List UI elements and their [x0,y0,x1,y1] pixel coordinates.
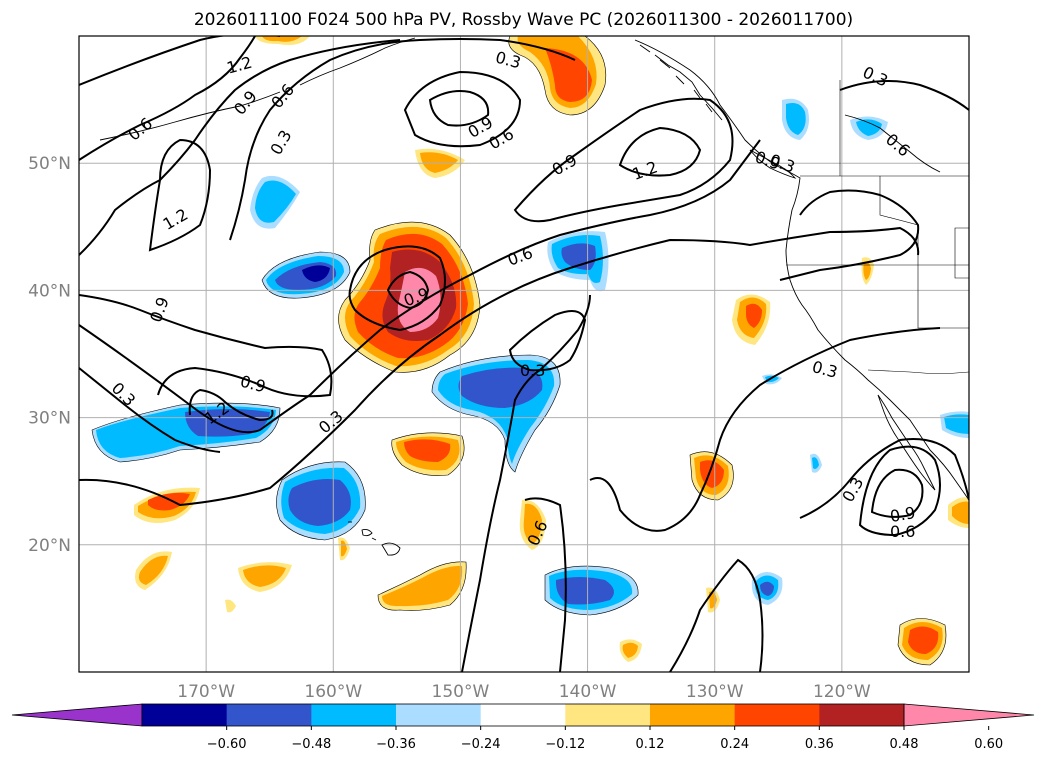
colorbar-segment [819,704,905,726]
longitude-tick-label: 150°W [432,682,490,702]
colorbar-tick-label: 0.60 [974,737,1003,752]
anomaly-blob [760,581,774,596]
colorbar-extend-low [11,703,143,727]
latitude-tick-label: 50°N [28,154,71,174]
colorbar-segment [142,704,228,726]
coastlines [99,37,969,501]
longitude-tick-label: 160°W [304,682,362,702]
colorbar-tick-label: −0.36 [376,737,416,752]
anomaly-blob [148,492,190,511]
anomaly-blob [458,367,543,408]
longitude-tick-label: 170°W [177,682,235,702]
anomaly-blob [944,414,969,434]
colorbar-tick-label: −0.24 [461,737,501,752]
anomaly-blob [746,303,762,328]
colorbar-frame [141,703,905,727]
colorbar-tick-label: −0.48 [291,737,331,752]
anomaly-blob [856,119,882,136]
anomaly-blob [545,48,592,102]
anomaly-blob [404,439,451,462]
anomaly-blob [138,555,168,585]
colorbar-segment [226,704,312,726]
contour-label: 0.6 [890,522,915,541]
anomaly-blob [255,180,296,223]
colorbar-segment [396,704,482,726]
gridlines [79,36,969,672]
colorbar-segment [734,704,820,726]
hawaii-islands [348,521,401,556]
colorbar-tick-label: 0.48 [890,737,919,752]
latitude-tick-label: 30°N [28,409,71,429]
longitude-tick-label: 140°W [559,682,617,702]
colorbar-tick-label: 0.24 [720,737,749,752]
longitude-tick-label: 120°W [813,682,871,702]
colorbar-tick-label: −0.12 [545,737,585,752]
map-frame [78,35,970,673]
colorbar-segment [480,704,566,726]
political-borders [786,80,969,374]
colorbar-segment [565,704,651,726]
anomaly-blob [908,626,939,654]
colorbar-tick-label: 0.12 [636,737,665,752]
anomaly-blob [225,599,236,613]
anomaly-blob [555,577,614,605]
longitude-tick-label: 130°W [686,682,744,702]
latitude-tick-label: 20°N [28,536,71,556]
anomaly-blob [786,103,806,135]
anomaly-blob [243,565,286,587]
pv-contours [79,36,969,672]
colorbar-segment [650,704,736,726]
anomaly-blob [952,501,969,524]
colorbar: −0.60 −0.48 −0.36 −0.24 −0.12 0.12 0.24 0.36 0.4… [11,703,1035,752]
anomaly-blob [812,457,819,469]
pv-anomaly-shading [92,36,969,665]
anomaly-blob [523,503,542,544]
anomaly-blob [262,36,302,42]
colorbar-tick-label: 0.36 [805,737,834,752]
latitude-labels: 50°N 40°N 30°N 20°N [28,154,71,556]
colorbar-segment [311,704,397,726]
contour-label: 0.3 [520,361,545,380]
figure-title: 2026011100 F024 500 hPa PV, Rossby Wave … [193,10,854,30]
latitude-tick-label: 40°N [28,281,71,301]
anomaly-blob [382,565,463,607]
map-background [79,36,969,672]
colorbar-tick-label: −0.60 [207,737,247,752]
anomaly-blob [420,152,458,173]
map-panel: 1.2 0.3 0.6 0.9 0.6 0.9 0.3 0.9 0.6 0.9 … [79,36,969,672]
colorbar-extend-high [903,703,1035,727]
contour-label: 0.9 [888,503,916,526]
anomaly-blob [863,261,871,280]
longitude-labels: 170°W 160°W 150°W 140°W 130°W 120°W [177,682,871,702]
anomaly-blob [622,642,638,658]
anomaly-blob [302,265,330,282]
anomaly-blob [288,479,351,526]
